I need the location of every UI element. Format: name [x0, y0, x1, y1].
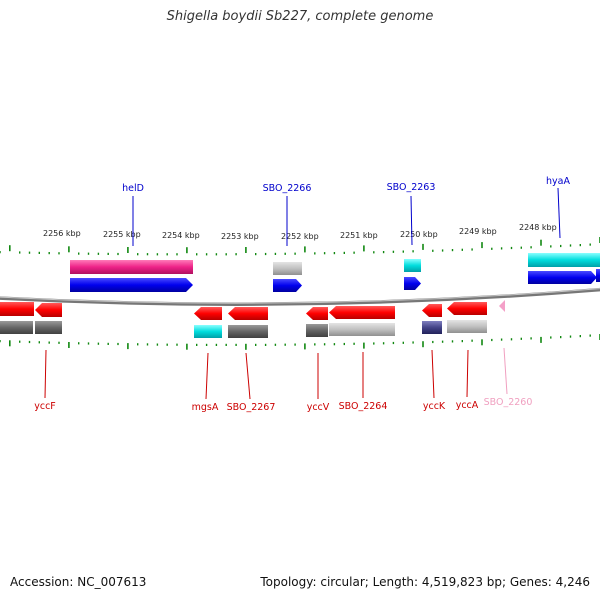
tick-label: 2255 kbp — [103, 230, 141, 239]
gene-feature[interactable] — [228, 307, 268, 320]
tick-label: 2248 kbp — [519, 223, 557, 232]
gene-feature[interactable] — [35, 321, 62, 334]
gene-label[interactable]: SBO_2260 — [484, 397, 533, 408]
gene-feature[interactable] — [404, 277, 421, 290]
tick-label: 2250 kbp — [400, 230, 438, 239]
gene-feature[interactable] — [70, 278, 193, 292]
gene-feature[interactable] — [447, 302, 487, 315]
gene-label[interactable]: SBO_2263 — [387, 182, 436, 193]
genome-backbone-highlight — [0, 288, 600, 304]
tick-label: 2252 kbp — [281, 232, 319, 241]
gene-label[interactable]: SBO_2267 — [227, 402, 276, 413]
tick-label: 2254 kbp — [162, 231, 200, 240]
upper-tick-ring — [0, 237, 600, 256]
gene-feature[interactable] — [194, 307, 222, 320]
gene-label[interactable]: mgsA — [192, 402, 219, 413]
gene-feature[interactable] — [422, 321, 442, 334]
gene-feature[interactable] — [273, 279, 302, 292]
map-title: Shigella boydii Sb227, complete genome — [166, 9, 434, 24]
genome-backbone — [0, 287, 600, 306]
gene-feature[interactable] — [228, 325, 268, 338]
accession-text: Accession: NC_007613 — [10, 575, 147, 589]
gene-label[interactable]: yccV — [307, 402, 330, 413]
gene-label[interactable]: SBO_2266 — [263, 183, 312, 194]
gene-feature[interactable] — [35, 303, 62, 317]
gene-label[interactable]: yccA — [456, 400, 479, 411]
gene-leader-line — [466, 349, 469, 398]
gene-leader-line — [557, 187, 561, 239]
topology-text: Topology: circular; Length: 4,519,823 bp… — [260, 575, 590, 589]
tick-label: 2256 kbp — [43, 229, 81, 238]
gene-feature[interactable] — [306, 307, 328, 320]
gene-feature[interactable] — [329, 323, 395, 336]
gene-feature[interactable] — [273, 262, 302, 275]
gene-label[interactable]: yccK — [423, 401, 446, 412]
gene-feature[interactable] — [447, 320, 487, 333]
gene-feature[interactable] — [404, 259, 421, 272]
lower-tick-ring — [0, 334, 600, 350]
tick-label: 2253 kbp — [221, 232, 259, 241]
gene-feature[interactable] — [194, 325, 222, 338]
gene-label[interactable]: helD — [122, 183, 144, 194]
gene-leader-line — [205, 352, 209, 400]
gene-leader-line — [410, 195, 413, 246]
gene-feature[interactable] — [0, 321, 33, 334]
gene-label[interactable]: SBO_2264 — [339, 401, 388, 412]
gene-leader-line — [245, 352, 251, 400]
tick-label: 2249 kbp — [459, 227, 497, 236]
gene-leader-line — [431, 349, 435, 399]
gene-feature[interactable] — [499, 300, 505, 312]
gene-label[interactable]: yccF — [34, 401, 56, 412]
gene-feature[interactable] — [596, 269, 600, 282]
gene-feature[interactable] — [528, 271, 597, 284]
gene-label[interactable]: hyaA — [546, 176, 570, 187]
gene-leader-line — [44, 349, 47, 399]
gene-feature[interactable] — [70, 260, 193, 274]
tick-label: 2251 kbp — [340, 231, 378, 240]
gene-leader-line — [503, 347, 508, 395]
gene-feature[interactable] — [422, 304, 442, 317]
gene-feature[interactable] — [0, 302, 34, 316]
gene-feature[interactable] — [329, 306, 395, 319]
gene-feature[interactable] — [306, 324, 328, 337]
gene-feature[interactable] — [528, 253, 600, 267]
